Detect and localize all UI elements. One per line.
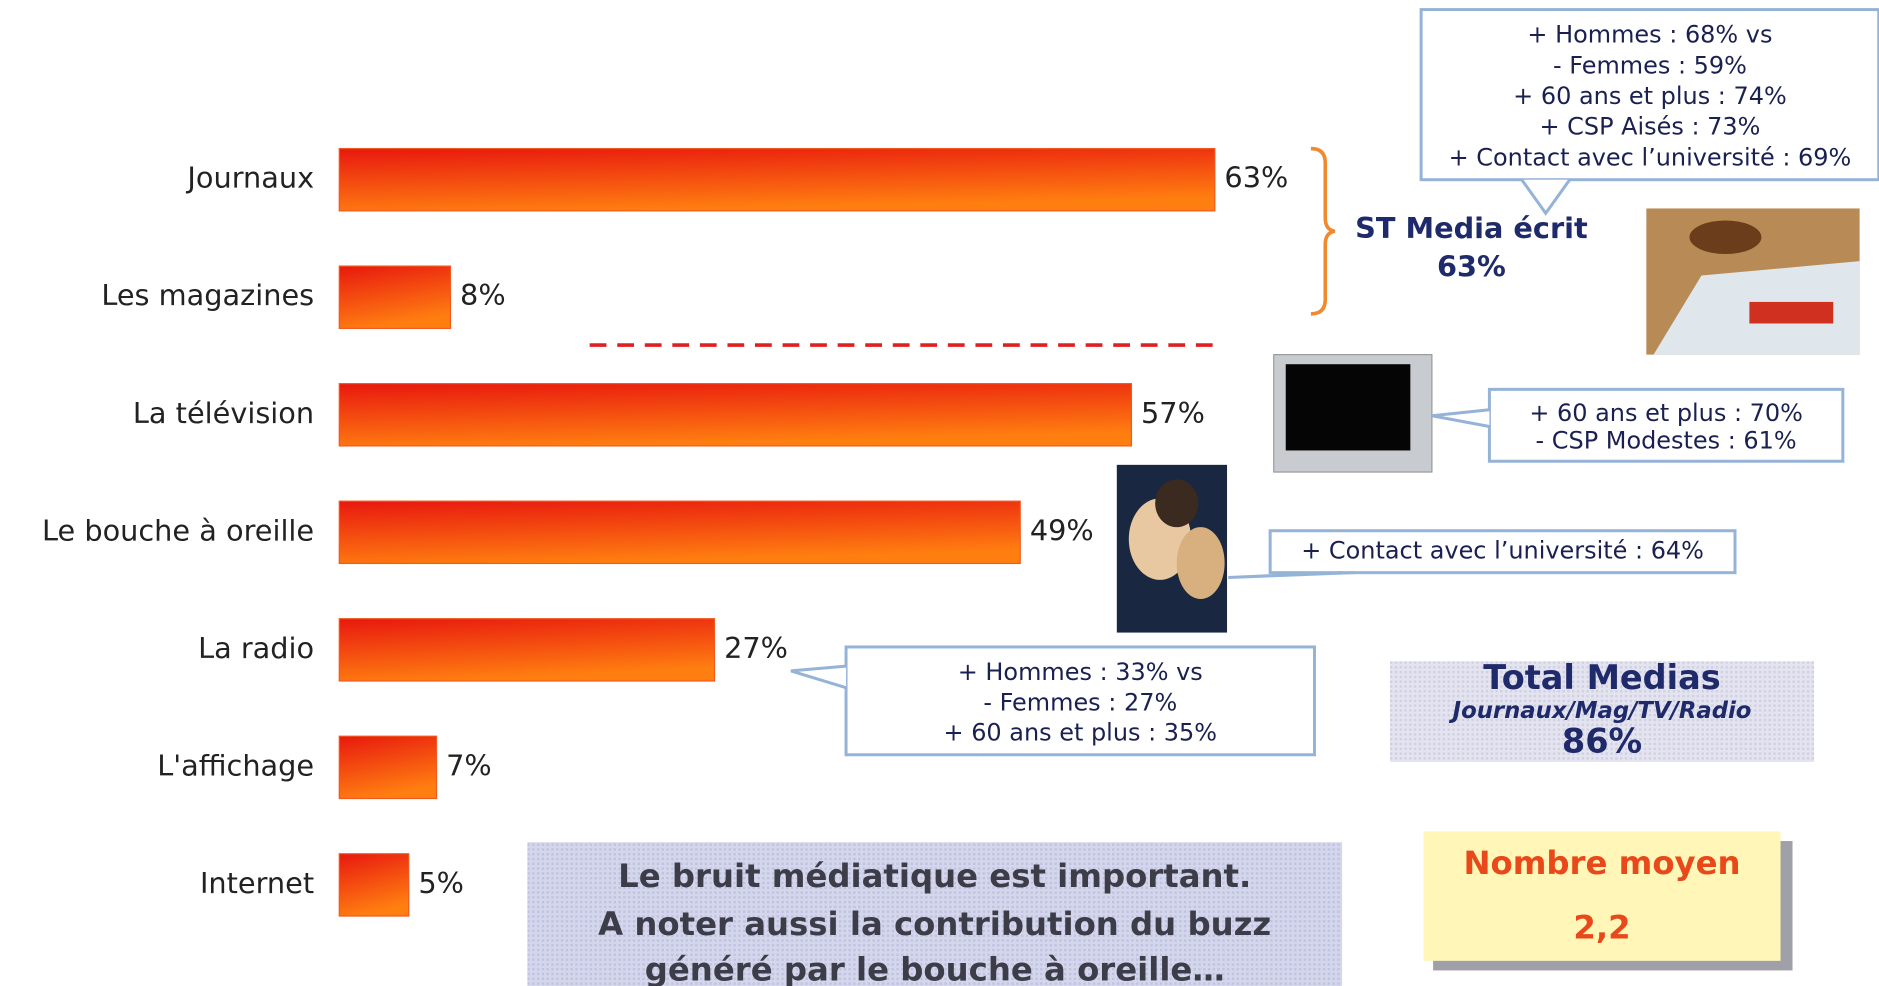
callout-pointer — [1522, 180, 1570, 214]
category-label: Les magazines — [101, 278, 314, 312]
callout-line: - CSP Modestes : 61% — [1536, 426, 1797, 454]
category-label: La radio — [198, 631, 314, 665]
bar — [339, 149, 1215, 211]
callout-line: + 60 ans et plus : 74% — [1513, 82, 1787, 110]
bar — [339, 501, 1020, 563]
category-label: Internet — [200, 866, 314, 900]
callout-line: + CSP Aisés : 73% — [1539, 113, 1760, 141]
bar — [339, 736, 436, 798]
callout-line: - Femmes : 59% — [1553, 51, 1747, 79]
value-label: 5% — [418, 866, 464, 900]
callout-line: + 60 ans et plus : 70% — [1529, 399, 1803, 427]
callout-line: + Hommes : 68% vs — [1527, 21, 1772, 49]
note-line: Le bruit médiatique est important. — [618, 857, 1251, 895]
callout-line: - Femmes : 27% — [983, 688, 1177, 716]
value-label: 8% — [460, 278, 506, 312]
bar — [339, 854, 408, 916]
total-value: 86% — [1562, 721, 1642, 760]
bar — [339, 619, 714, 681]
average-value: 2,2 — [1573, 909, 1630, 947]
bracket — [1311, 149, 1335, 314]
note-line: A noter aussi la contribution du buzz — [598, 905, 1271, 943]
value-label: 49% — [1030, 513, 1094, 547]
callout-pointer — [1228, 573, 1354, 578]
category-label: L'affichage — [157, 748, 314, 782]
note-line: généré par le bouche à oreille… — [645, 951, 1225, 986]
total-title: Total Medias — [1483, 658, 1720, 697]
chart: ST Media écrit 63% Total Medias Journaux… — [0, 0, 1879, 986]
bracket-value: 63% — [1437, 249, 1506, 283]
newspaper-photo — [1646, 208, 1859, 354]
bar — [339, 266, 450, 328]
category-label: Le bouche à oreille — [42, 513, 314, 547]
category-label: Journaux — [185, 161, 314, 195]
callout-line: + 60 ans et plus : 35% — [944, 719, 1218, 747]
total-subtitle: Journaux/Mag/TV/Radio — [1449, 698, 1752, 724]
callout-line: + Contact avec l’université : 69% — [1449, 143, 1852, 171]
bracket-label: ST Media écrit — [1355, 211, 1588, 245]
bar — [339, 384, 1131, 446]
value-label: 7% — [446, 748, 492, 782]
category-label: La télévision — [133, 396, 314, 430]
value-label: 63% — [1224, 161, 1288, 195]
people-photo — [1117, 465, 1227, 633]
callout-line: + Hommes : 33% vs — [958, 658, 1203, 686]
callout-pointer — [791, 666, 846, 688]
callout-pointer — [1432, 410, 1490, 427]
callout-line: + Contact avec l’université : 64% — [1301, 537, 1704, 565]
tv-photo — [1274, 355, 1432, 472]
value-label: 57% — [1141, 396, 1205, 430]
value-label: 27% — [724, 631, 788, 665]
average-label: Nombre moyen — [1463, 844, 1740, 882]
